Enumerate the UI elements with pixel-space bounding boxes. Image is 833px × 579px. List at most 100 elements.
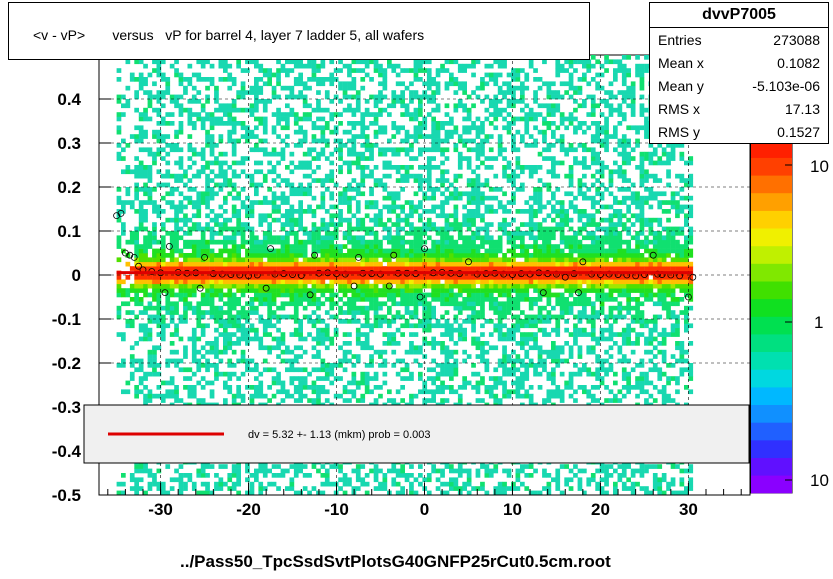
heatmap-cell xyxy=(285,116,290,122)
heatmap-cell xyxy=(515,385,521,390)
heatmap-cell xyxy=(249,305,255,311)
heatmap-cell xyxy=(360,121,366,126)
heatmap-cell xyxy=(316,305,321,311)
heatmap-cell xyxy=(493,283,499,289)
heatmap-cell xyxy=(320,464,326,469)
heatmap-cell xyxy=(169,310,175,315)
heatmap-cell xyxy=(404,266,410,271)
heatmap-cell xyxy=(178,473,184,478)
heatmap-cell xyxy=(355,244,361,249)
heatmap-cell xyxy=(143,90,148,95)
heatmap-cell xyxy=(245,138,250,144)
heatmap-cell xyxy=(218,332,224,337)
heatmap-cell xyxy=(205,165,210,170)
heatmap-cell xyxy=(169,257,175,263)
heatmap-cell xyxy=(223,464,228,469)
heatmap-cell xyxy=(462,235,467,241)
heatmap-cell xyxy=(395,217,401,223)
heatmap-cell xyxy=(240,336,246,342)
heatmap-cell xyxy=(289,266,295,271)
heatmap-cell xyxy=(355,253,361,258)
heatmap-cell xyxy=(502,257,507,263)
heatmap-cell xyxy=(174,59,179,65)
heatmap-cell xyxy=(191,239,197,245)
heatmap-cell xyxy=(515,261,521,267)
heatmap-cell xyxy=(223,77,228,82)
heatmap-cell xyxy=(329,371,335,377)
heatmap-cell xyxy=(480,486,485,491)
heatmap-cell xyxy=(347,301,352,307)
heatmap-cell xyxy=(169,358,175,364)
heatmap-cell xyxy=(488,99,494,104)
heatmap-cell xyxy=(347,349,352,355)
heatmap-cell xyxy=(369,275,374,280)
heatmap-cell xyxy=(444,464,450,469)
heatmap-cell xyxy=(471,275,476,280)
heatmap-cell xyxy=(143,275,148,280)
heatmap-cell xyxy=(409,90,414,95)
heatmap-cell xyxy=(183,204,188,210)
heatmap-cell xyxy=(236,393,241,399)
heatmap-cell xyxy=(342,231,348,236)
heatmap-cell xyxy=(480,279,485,285)
heatmap-cell xyxy=(129,310,135,315)
heatmap-cell xyxy=(280,257,286,263)
heatmap-cell xyxy=(418,68,423,73)
heatmap-cell xyxy=(174,68,179,73)
heatmap-cell xyxy=(449,72,454,78)
heatmap-cell xyxy=(307,490,312,496)
heatmap-cell xyxy=(515,116,521,122)
heatmap-cell xyxy=(347,85,352,91)
heatmap-cell xyxy=(129,200,135,205)
heatmap-cell xyxy=(342,191,348,197)
heatmap-cell xyxy=(152,129,157,135)
heatmap-cell xyxy=(329,283,335,289)
heatmap-cell xyxy=(134,173,139,179)
heatmap-cell xyxy=(533,363,538,368)
heatmap-cell xyxy=(285,266,290,271)
heatmap-cell xyxy=(156,90,162,95)
heatmap-cell xyxy=(302,275,308,280)
heatmap-cell xyxy=(413,253,419,258)
heatmap-cell xyxy=(143,244,148,249)
heatmap-cell xyxy=(462,239,467,245)
heatmap-cell xyxy=(369,151,374,157)
heatmap-cell xyxy=(387,226,392,232)
heatmap-cell xyxy=(231,195,237,201)
heatmap-cell xyxy=(453,327,459,333)
heatmap-cell xyxy=(506,275,512,280)
heatmap-cell xyxy=(333,125,339,131)
heatmap-cell xyxy=(373,231,379,236)
heatmap-cell xyxy=(214,217,219,223)
heatmap-cell xyxy=(285,288,290,293)
heatmap-cell xyxy=(449,116,454,122)
heatmap-cell xyxy=(231,151,237,157)
heatmap-cell xyxy=(271,253,277,258)
heatmap-cell xyxy=(422,310,428,315)
heatmap-cell xyxy=(240,393,246,399)
heatmap-cell xyxy=(138,468,144,474)
heatmap-cell xyxy=(152,473,157,478)
heatmap-cell xyxy=(116,490,122,496)
heatmap-cell xyxy=(236,464,241,469)
heatmap-cell xyxy=(333,279,339,285)
heatmap-cell xyxy=(258,288,264,293)
heatmap-cell xyxy=(524,288,530,293)
heatmap-cell xyxy=(324,257,330,263)
heatmap-cell xyxy=(223,332,228,337)
heatmap-cell xyxy=(480,332,485,337)
heatmap-cell xyxy=(231,182,237,188)
heatmap-cell xyxy=(231,125,237,131)
heatmap-cell xyxy=(302,103,308,109)
heatmap-cell xyxy=(285,301,290,307)
heatmap-cell xyxy=(511,231,516,236)
heatmap-cell xyxy=(276,371,281,377)
heatmap-cell xyxy=(378,323,383,329)
heatmap-cell xyxy=(143,81,148,87)
heatmap-cell xyxy=(462,125,467,131)
heatmap-cell xyxy=(475,151,481,157)
heatmap-cell xyxy=(156,323,162,329)
heatmap-cell xyxy=(302,385,308,390)
heatmap-cell xyxy=(426,85,432,91)
heatmap-cell xyxy=(267,231,272,236)
